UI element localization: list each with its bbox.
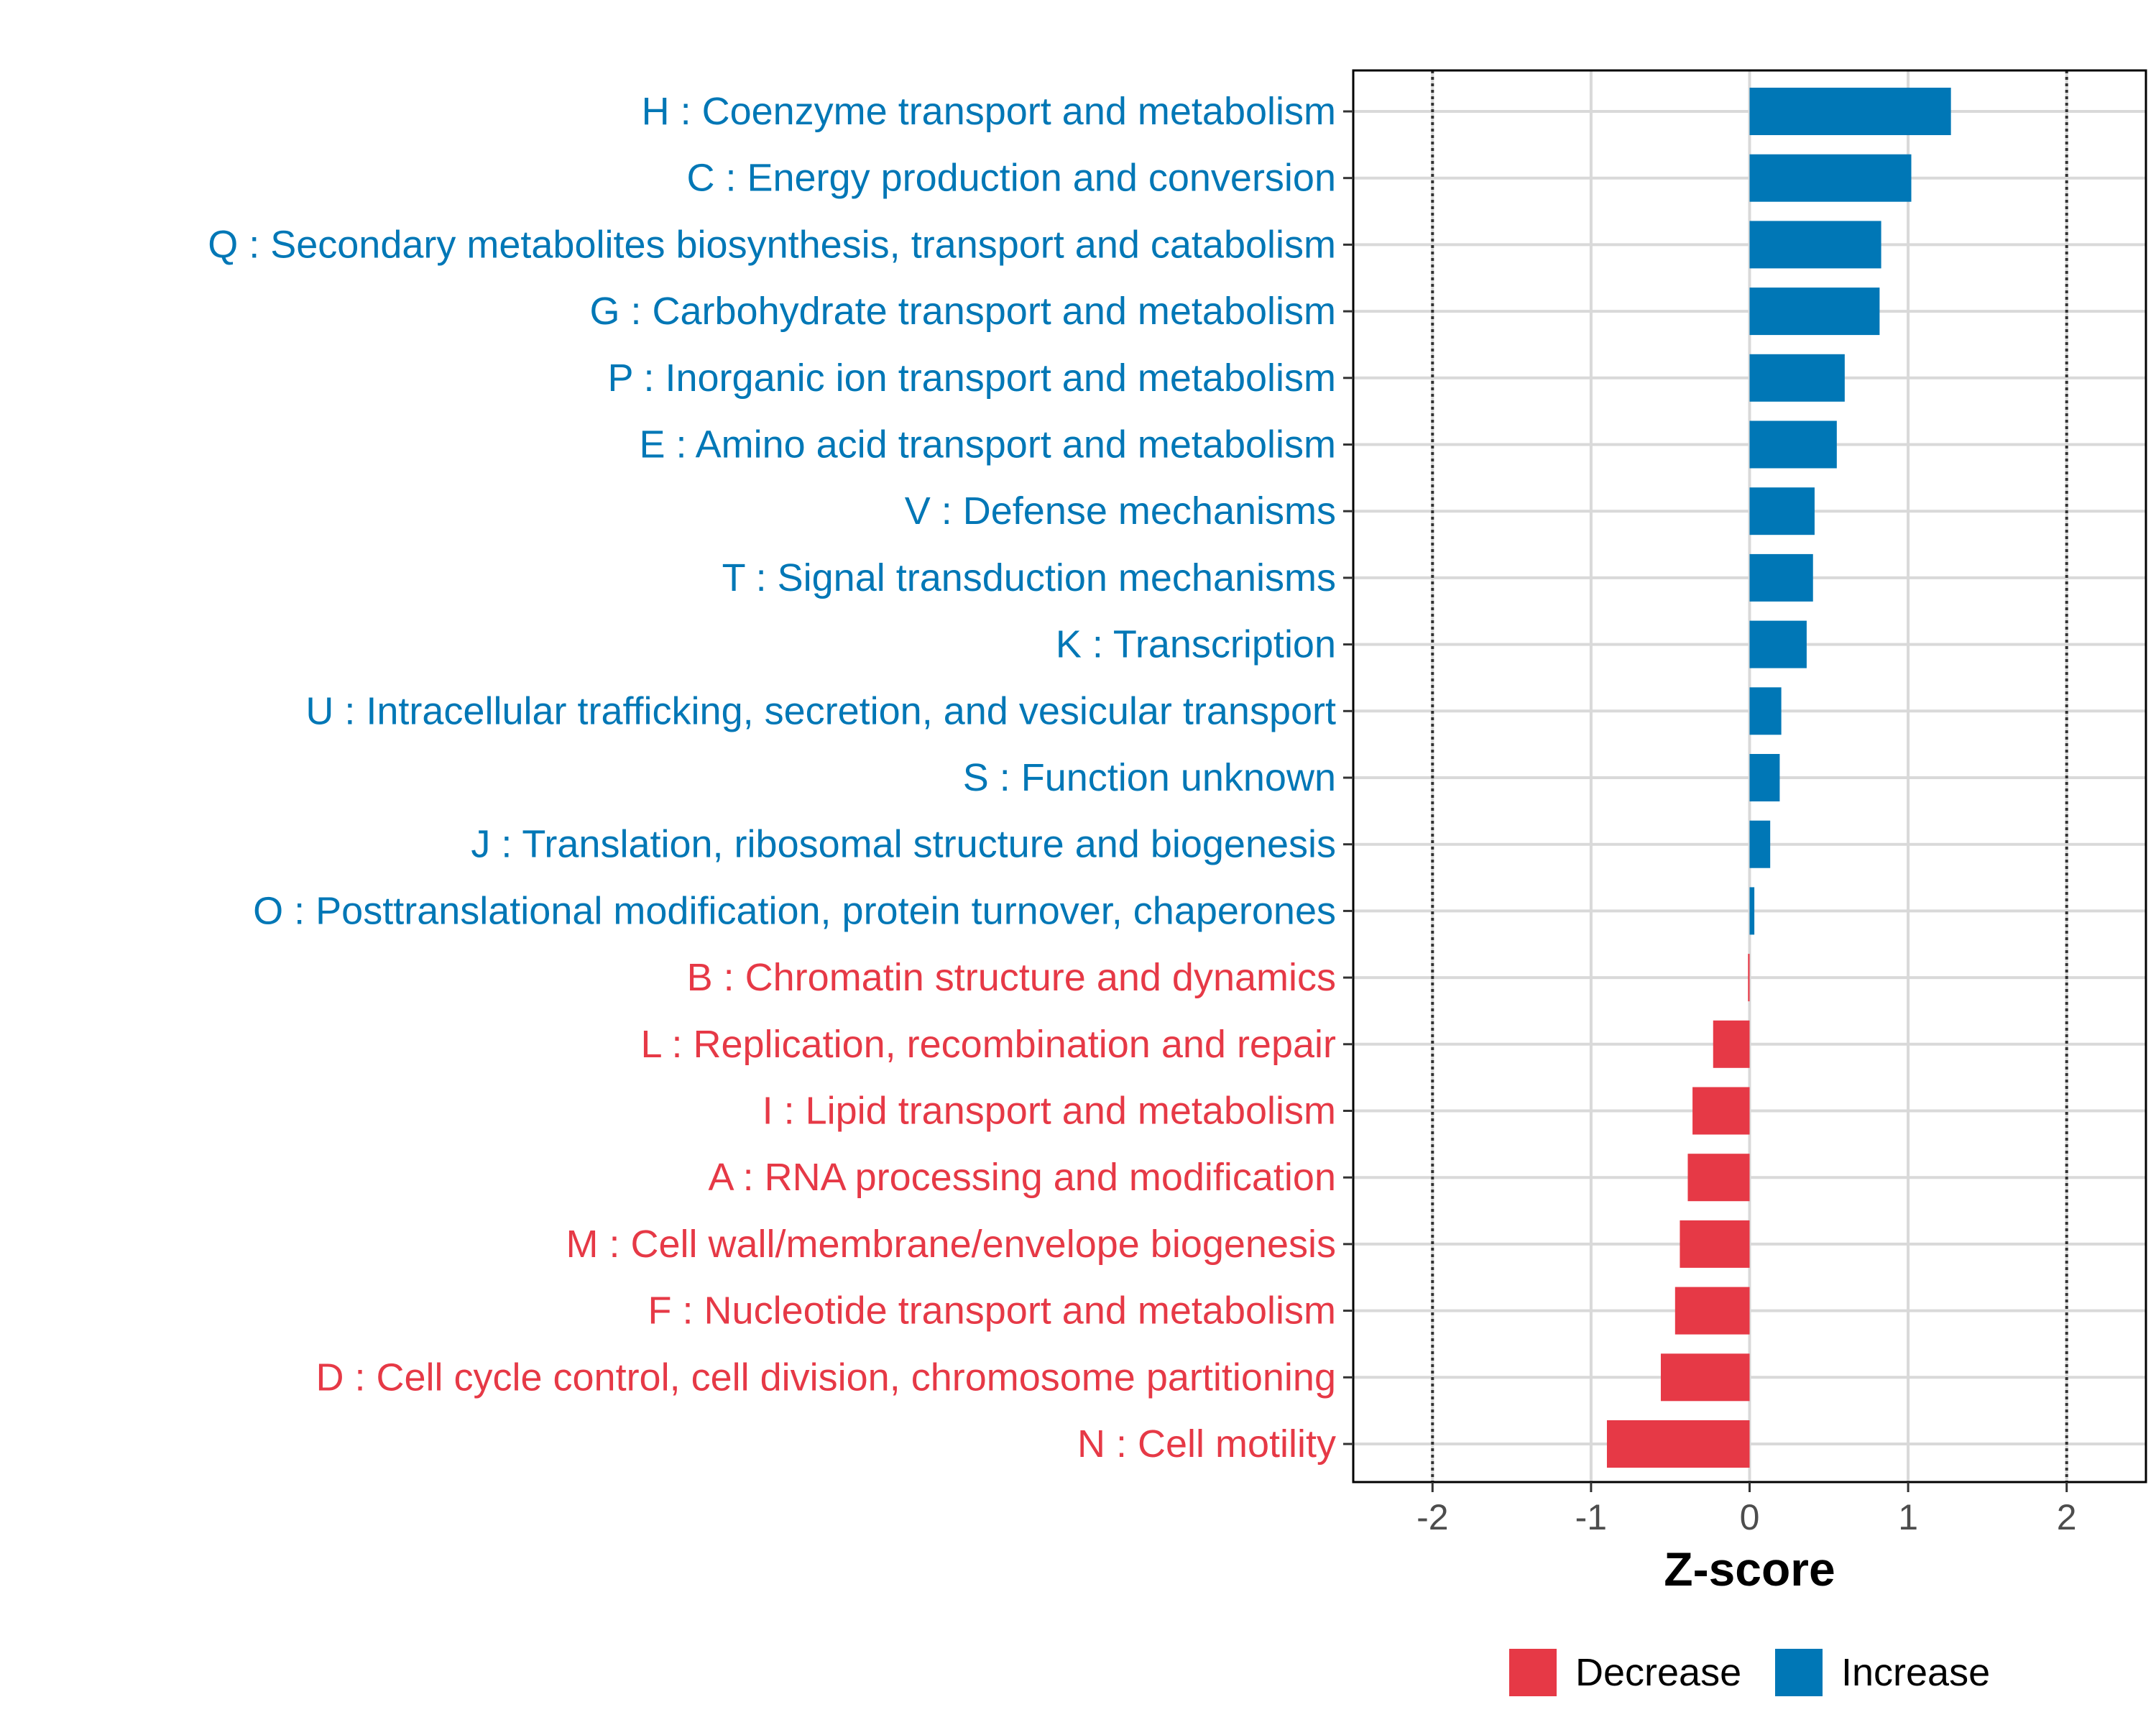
y-tick-label: G : Carbohydrate transport and metabolis… bbox=[590, 290, 1337, 333]
y-tick-label: S : Function unknown bbox=[963, 756, 1336, 799]
bar bbox=[1749, 354, 1845, 402]
reference-lines bbox=[1431, 70, 2068, 1482]
bar bbox=[1748, 954, 1750, 1002]
bar bbox=[1687, 1154, 1750, 1202]
y-tick-label: A : RNA processing and modification bbox=[709, 1156, 1336, 1199]
bar bbox=[1749, 553, 1813, 602]
x-tick-label: 2 bbox=[2057, 1497, 2077, 1537]
x-tick-label: 0 bbox=[1740, 1497, 1760, 1537]
bar bbox=[1749, 820, 1771, 868]
bar bbox=[1674, 1287, 1750, 1335]
y-tick-label: D : Cell cycle control, cell division, c… bbox=[315, 1356, 1336, 1399]
y-tick-label: O : Posttranslational modification, prot… bbox=[253, 889, 1336, 932]
bars bbox=[1606, 88, 1951, 1468]
bar bbox=[1749, 620, 1807, 668]
y-tick-label: E : Amino acid transport and metabolism bbox=[640, 423, 1336, 466]
bar bbox=[1749, 88, 1951, 135]
y-tick-label: T : Signal transduction mechanisms bbox=[722, 556, 1336, 599]
bar bbox=[1606, 1420, 1750, 1468]
y-tick-label: C : Energy production and conversion bbox=[686, 157, 1336, 200]
bar bbox=[1749, 154, 1912, 202]
bar bbox=[1749, 887, 1755, 935]
bar bbox=[1660, 1353, 1750, 1402]
bar bbox=[1749, 420, 1837, 469]
bar bbox=[1749, 687, 1782, 735]
bar bbox=[1749, 288, 1880, 336]
legend-swatch bbox=[1775, 1649, 1823, 1696]
y-axis-ticks bbox=[1343, 110, 1353, 1445]
y-axis-labels: H : Coenzyme transport and metabolism C :… bbox=[208, 90, 1336, 1466]
y-tick-label: U : Intracellular trafficking, secretion… bbox=[305, 689, 1336, 732]
x-axis-labels: -2 -1 0 1 2 bbox=[1416, 1497, 2077, 1537]
y-tick-label: M : Cell wall/membrane/envelope biogenes… bbox=[566, 1223, 1336, 1266]
legend-label: Decrease bbox=[1575, 1651, 1741, 1694]
bar bbox=[1749, 754, 1780, 801]
legend: Decrease Increase bbox=[1509, 1649, 1990, 1696]
bar bbox=[1692, 1087, 1750, 1135]
x-axis-title: Z-score bbox=[1664, 1542, 1835, 1596]
y-tick-label: L : Replication, recombination and repai… bbox=[640, 1023, 1336, 1066]
x-tick-label: -1 bbox=[1575, 1497, 1607, 1537]
legend-swatch bbox=[1509, 1649, 1557, 1696]
x-tick-label: -2 bbox=[1416, 1497, 1448, 1537]
y-tick-label: P : Inorganic ion transport and metaboli… bbox=[607, 356, 1336, 400]
y-tick-label: F : Nucleotide transport and metabolism bbox=[648, 1289, 1336, 1333]
y-tick-label: I : Lipid transport and metabolism bbox=[763, 1090, 1336, 1133]
x-axis-ticks bbox=[1431, 1482, 2068, 1492]
bar bbox=[1749, 487, 1815, 535]
legend-label: Increase bbox=[1841, 1651, 1990, 1694]
bar bbox=[1680, 1220, 1750, 1268]
y-tick-label: N : Cell motility bbox=[1077, 1422, 1336, 1466]
y-tick-label: Q : Secondary metabolites biosynthesis, … bbox=[208, 223, 1336, 266]
y-tick-label: H : Coenzyme transport and metabolism bbox=[642, 90, 1336, 133]
y-tick-label: K : Transcription bbox=[1056, 623, 1336, 666]
bar bbox=[1749, 221, 1881, 269]
y-tick-label: V : Defense mechanisms bbox=[905, 489, 1336, 533]
bar bbox=[1713, 1020, 1750, 1068]
x-tick-label: 1 bbox=[1898, 1497, 1918, 1537]
y-tick-label: B : Chromatin structure and dynamics bbox=[687, 956, 1336, 999]
y-tick-label: J : Translation, ribosomal structure and… bbox=[471, 823, 1336, 866]
